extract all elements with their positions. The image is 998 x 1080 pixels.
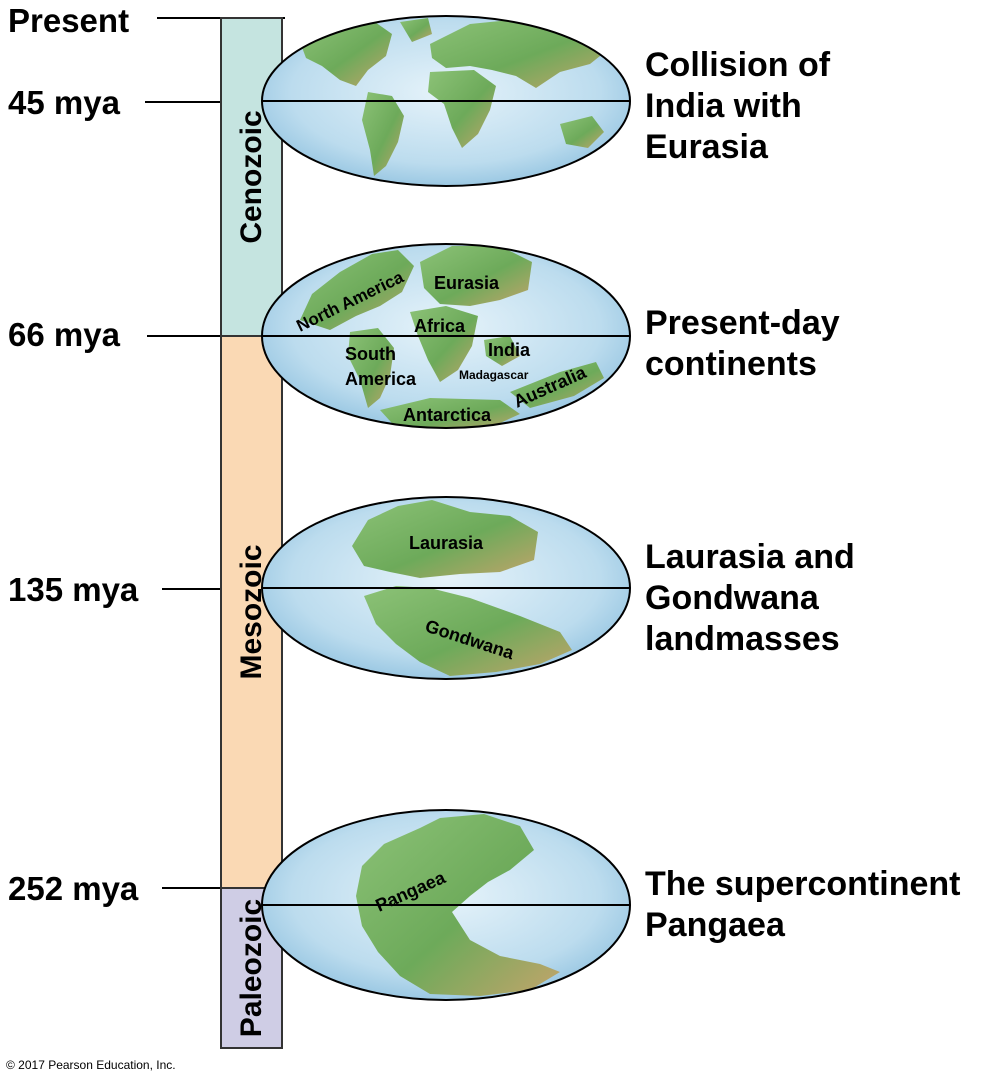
- landmass-australia-66: [510, 362, 604, 408]
- tick-252-mya: [162, 887, 265, 889]
- landmass-north-america-66: [300, 250, 414, 330]
- time-label-45-mya: 45 mya: [8, 84, 120, 121]
- landmass-south-america-66: [348, 328, 394, 408]
- caption-laurasia-gondwana: Laurasia and Gondwana landmasses: [645, 537, 855, 660]
- map-label-antarctica: Antarctica: [403, 405, 492, 425]
- tick-45-mya: [145, 101, 265, 103]
- caption-line: Present-day: [645, 304, 840, 342]
- caption-line: continents: [645, 345, 817, 383]
- era-bar-cenozoic: Cenozoic: [220, 17, 283, 337]
- time-label-present: Present: [8, 2, 130, 39]
- map-label-india: India: [488, 340, 531, 360]
- landmass-africa: [428, 70, 496, 148]
- time-label-66-mya: 66 mya: [8, 316, 120, 353]
- map-label-africa: Africa: [414, 316, 466, 336]
- caption-collision: Collision of India with Eurasia: [645, 45, 830, 168]
- caption-pangaea: The supercontinent Pangaea: [645, 864, 960, 946]
- landmass-laurasia: [352, 500, 538, 578]
- landmass-africa-66: [410, 306, 478, 382]
- map-label-laurasia: Laurasia: [409, 533, 484, 553]
- map-label-south: South: [345, 344, 396, 364]
- caption-line: Collision of: [645, 46, 831, 84]
- caption-line: Pangaea: [645, 906, 785, 944]
- landmass-eurasia-66: [420, 246, 532, 306]
- time-label-252-mya: 252 mya: [8, 870, 139, 907]
- caption-line: Gondwana: [645, 579, 819, 617]
- time-label-135-mya: 135 mya: [8, 571, 139, 608]
- tick-66-mya: [147, 335, 265, 337]
- landmass-gondwana: [364, 586, 572, 676]
- landmass-antarctica-66: [380, 398, 520, 428]
- copyright-notice: © 2017 Pearson Education, Inc.: [6, 1058, 176, 1072]
- caption-line: Eurasia: [645, 128, 768, 166]
- caption-present-day-continents: Present-day continents: [645, 303, 840, 385]
- caption-line: landmasses: [645, 620, 840, 658]
- caption-line: The supercontinent: [645, 865, 961, 903]
- landmass-australia: [560, 116, 604, 148]
- map-label-america: America: [345, 369, 417, 389]
- map-label-eurasia: Eurasia: [434, 273, 500, 293]
- landmass-south-america: [362, 92, 404, 176]
- map-label-madagascar: Madagascar: [459, 368, 529, 382]
- landmass-greenland: [400, 18, 432, 42]
- caption-line: Laurasia and: [645, 538, 855, 576]
- tick-135-mya: [162, 588, 265, 590]
- caption-line: India with: [645, 87, 802, 125]
- landmass-india-66: [484, 336, 520, 366]
